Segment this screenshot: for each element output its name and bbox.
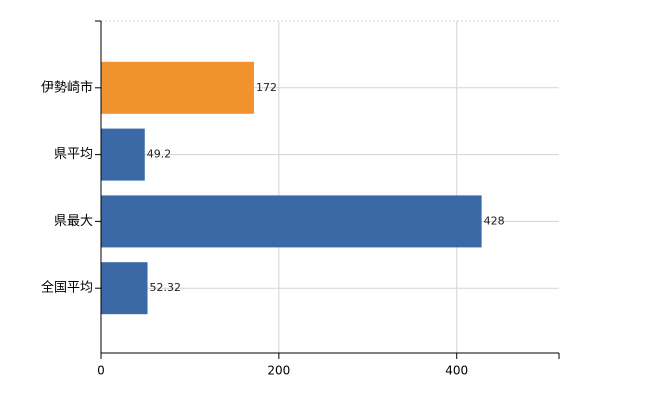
y-tick-label: 県平均	[54, 147, 93, 162]
x-tick-label: 200	[267, 364, 290, 378]
value-label: 172	[256, 81, 277, 94]
y-tick-label: 県最大	[54, 214, 93, 229]
y-tick-label: 全国平均	[41, 280, 93, 296]
value-label: 428	[484, 214, 505, 227]
bar	[101, 128, 145, 181]
x-tick-label: 0	[97, 364, 105, 378]
bar	[101, 262, 148, 315]
bar	[101, 61, 254, 114]
value-label: 52.32	[150, 281, 182, 294]
x-tick-label: 400	[445, 364, 468, 378]
bar	[101, 195, 482, 248]
y-tick-label: 伊勢崎市	[41, 79, 93, 95]
value-label: 49.2	[147, 148, 172, 161]
